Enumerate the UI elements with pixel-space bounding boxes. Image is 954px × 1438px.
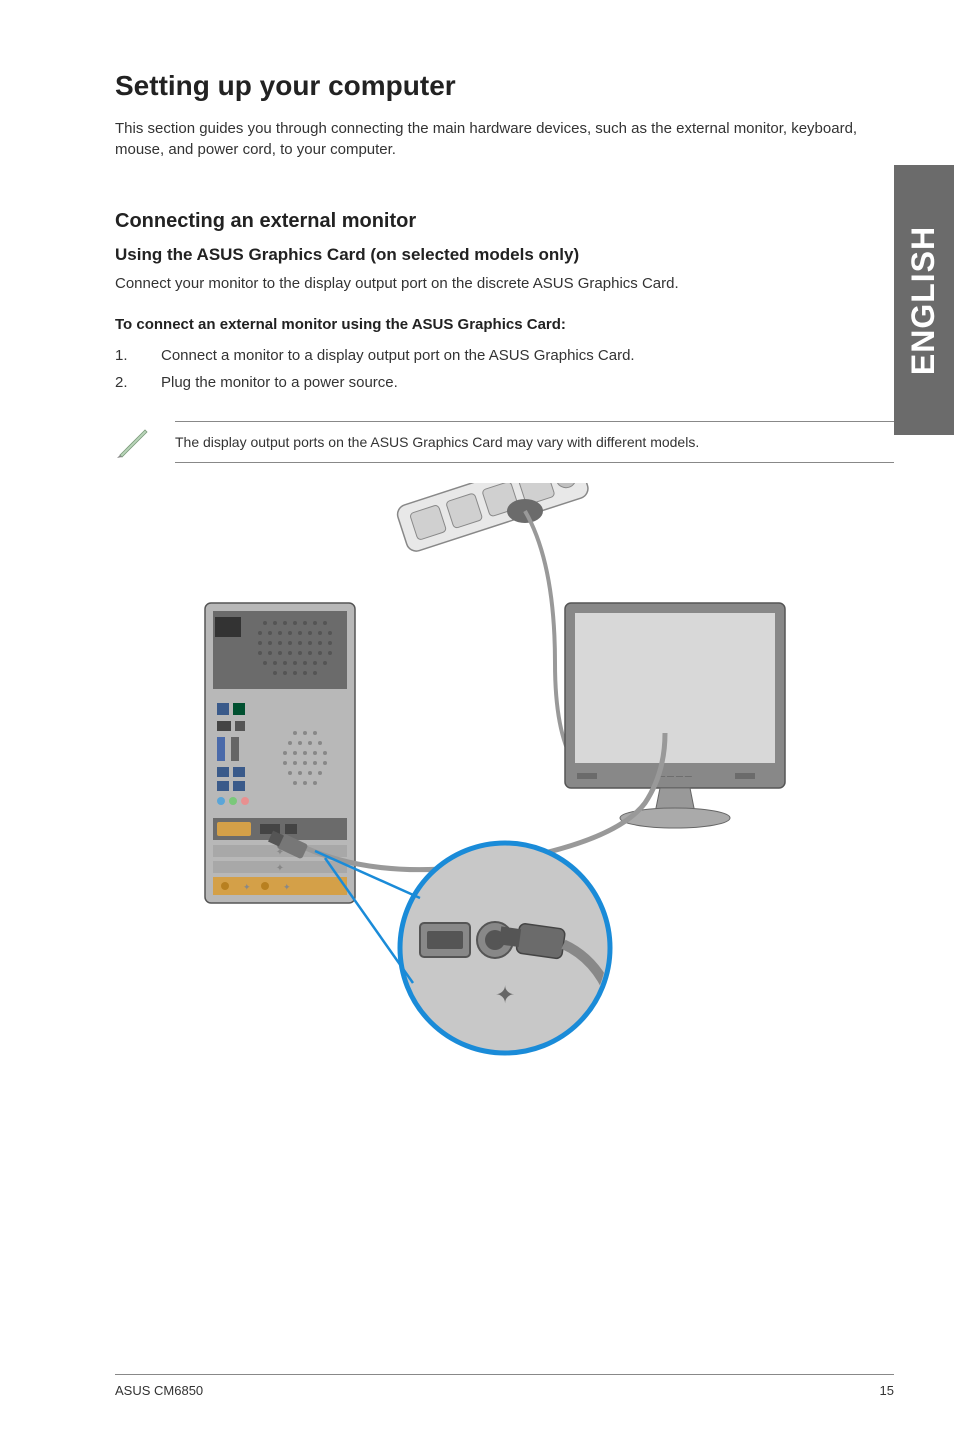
note-text: The display output ports on the ASUS Gra… — [175, 421, 894, 463]
step-text: Connect a monitor to a display output po… — [161, 347, 635, 364]
steps-list: 1. Connect a monitor to a display output… — [115, 347, 894, 391]
step-number: 1. — [115, 347, 161, 364]
step-item: 1. Connect a monitor to a display output… — [115, 347, 894, 364]
step-text: Plug the monitor to a power source. — [161, 374, 398, 391]
step-item: 2. Plug the monitor to a power source. — [115, 374, 894, 391]
svg-text:✦: ✦ — [283, 882, 291, 892]
svg-text:— — — —: — — — — — [658, 773, 692, 780]
connection-diagram: ✦ ✦ ✦ ✦ — — — — — [115, 483, 894, 1063]
note-row: The display output ports on the ASUS Gra… — [115, 421, 894, 463]
svg-text:✦: ✦ — [494, 982, 514, 1009]
footer-model: ASUS CM6850 — [115, 1383, 203, 1398]
steps-title: To connect an external monitor using the… — [115, 316, 894, 333]
section-heading: Connecting an external monitor — [115, 210, 894, 233]
pen-icon — [115, 424, 151, 460]
step-number: 2. — [115, 374, 161, 391]
svg-text:✦: ✦ — [243, 882, 251, 892]
page-footer: ASUS CM6850 15 — [115, 1374, 894, 1398]
footer-page: 15 — [880, 1383, 894, 1398]
page-title: Setting up your computer — [115, 70, 894, 102]
intro-text: This section guides you through connecti… — [115, 118, 894, 160]
section-subheading: Using the ASUS Graphics Card (on selecte… — [115, 245, 894, 265]
svg-text:✦: ✦ — [275, 863, 283, 874]
section-subintro: Connect your monitor to the display outp… — [115, 275, 894, 292]
